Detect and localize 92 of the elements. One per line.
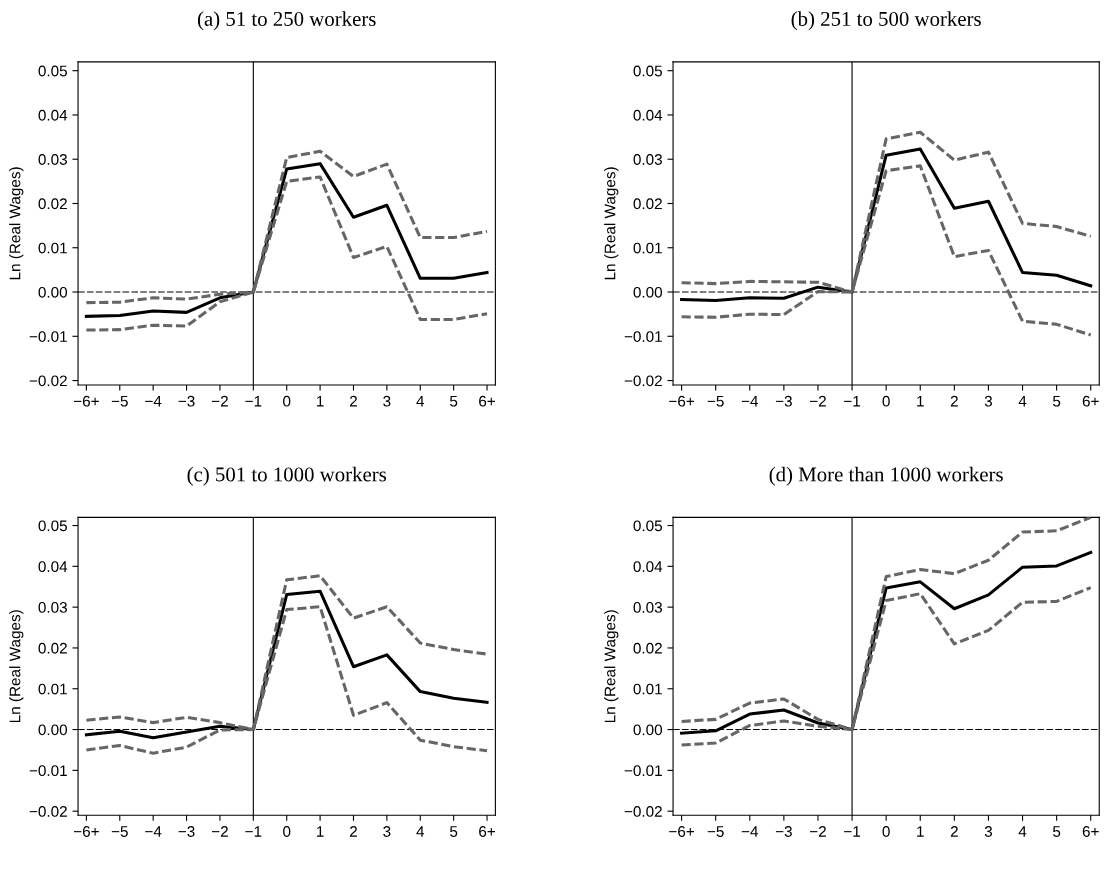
y-tick-label: 0.01: [38, 683, 67, 695]
y-tick-label: 0.05: [633, 65, 662, 77]
x-tick-label: 6+: [479, 395, 495, 407]
x-tick-label: −2: [211, 395, 228, 407]
y-tick-label: −0.01: [624, 331, 662, 342]
x-tick-label: 4: [1018, 826, 1027, 837]
y-tick-label: 0.05: [38, 65, 67, 77]
x-tick-label: −1: [844, 826, 861, 837]
y-tick-label: −0.02: [29, 375, 67, 387]
y-tick-label: 0.00: [38, 286, 68, 298]
y-tick-label: 0.02: [633, 642, 662, 654]
x-tick-label: −3: [775, 395, 792, 407]
x-tick-label: −5: [707, 395, 724, 407]
x-tick-label: −2: [810, 826, 826, 837]
x-tick-label: −1: [844, 395, 861, 407]
x-tick-label: −6+: [73, 826, 99, 837]
y-tick-label: 0.05: [38, 520, 67, 532]
x-tick-label: 0: [283, 826, 291, 837]
x-tick-label: −6+: [73, 395, 99, 407]
x-tick-label: 2: [950, 826, 958, 837]
y-tick-label: −0.01: [624, 765, 662, 777]
chart-title: (d) More than 1000 workers: [769, 466, 1003, 486]
x-tick-label: 4: [416, 826, 425, 837]
x-tick-label: 0: [882, 395, 890, 407]
x-tick-label: 6+: [1082, 826, 1099, 837]
x-tick-label: 2: [350, 826, 357, 837]
x-tick-label: 1: [917, 826, 924, 837]
y-tick-label: 0.00: [633, 724, 663, 736]
x-tick-label: −3: [775, 826, 792, 837]
x-tick-label: 3: [383, 395, 391, 407]
x-tick-label: 5: [450, 395, 458, 407]
y-tick-label: 0.05: [633, 520, 662, 532]
y-tick-label: 0.03: [633, 154, 662, 165]
chart-title: (c) 501 to 1000 workers: [187, 466, 387, 486]
y-tick-label: 0.01: [633, 683, 662, 695]
x-tick-label: 3: [984, 395, 993, 407]
y-tick-label: 0.04: [633, 561, 663, 573]
x-tick-label: 2: [350, 395, 357, 407]
x-tick-label: 1: [917, 395, 924, 407]
y-tick-label: 0.02: [38, 198, 67, 210]
y-axis-title: Ln (Real Wages): [604, 167, 619, 280]
y-tick-label: 0.00: [633, 286, 663, 298]
x-tick-label: 0: [283, 395, 291, 407]
x-tick-label: −2: [211, 826, 228, 837]
x-tick-label: −6+: [669, 395, 694, 407]
x-tick-label: 4: [416, 395, 425, 407]
x-tick-label: 5: [1052, 395, 1061, 407]
x-tick-label: 3: [383, 826, 391, 837]
x-tick-label: 6+: [1082, 395, 1099, 407]
y-tick-label: −0.01: [29, 765, 67, 777]
y-tick-label: 0.01: [633, 242, 662, 254]
x-tick-label: −4: [145, 826, 162, 837]
x-tick-label: 5: [450, 826, 458, 837]
x-tick-label: 2: [950, 395, 958, 407]
y-tick-label: 0.04: [38, 561, 68, 573]
y-tick-label: 0.02: [633, 198, 662, 210]
y-tick-label: −0.02: [624, 806, 662, 817]
x-tick-label: −5: [707, 826, 724, 837]
x-tick-label: 1: [317, 395, 324, 407]
x-tick-label: 5: [1052, 826, 1061, 837]
y-tick-label: 0.02: [38, 642, 67, 654]
x-tick-label: −3: [178, 826, 195, 837]
y-axis-title: Ln (Real Wages): [9, 167, 24, 280]
x-tick-label: −2: [810, 395, 826, 407]
y-axis-title: Ln (Real Wages): [604, 610, 619, 723]
x-tick-label: −5: [111, 826, 128, 837]
x-tick-label: −6+: [669, 826, 694, 837]
x-tick-label: 0: [882, 826, 890, 837]
y-tick-label: 0.03: [38, 154, 67, 165]
y-tick-label: 0.04: [633, 109, 663, 121]
x-tick-label: −1: [245, 395, 262, 407]
y-tick-label: −0.02: [29, 806, 67, 817]
chart-title: (b) 251 to 500 workers: [791, 11, 981, 31]
y-tick-label: −0.01: [29, 331, 67, 342]
y-tick-label: 0.04: [38, 109, 68, 121]
y-tick-label: 0.03: [633, 602, 662, 613]
x-tick-label: −1: [245, 826, 262, 837]
x-tick-label: 6+: [479, 826, 495, 837]
x-tick-label: −5: [111, 395, 128, 407]
x-tick-label: −3: [178, 395, 195, 407]
x-tick-label: 1: [317, 826, 324, 837]
x-tick-label: −4: [741, 826, 759, 837]
x-tick-label: 3: [984, 826, 993, 837]
chart-title: (a) 51 to 250 workers: [197, 11, 376, 31]
x-tick-label: −4: [145, 395, 162, 407]
y-tick-label: 0.00: [38, 724, 68, 736]
x-tick-label: −4: [741, 395, 759, 407]
y-tick-label: −0.02: [624, 375, 662, 387]
y-tick-label: 0.03: [38, 602, 67, 613]
y-tick-label: 0.01: [38, 242, 67, 254]
x-tick-label: 4: [1018, 395, 1027, 407]
y-axis-title: Ln (Real Wages): [9, 610, 24, 723]
